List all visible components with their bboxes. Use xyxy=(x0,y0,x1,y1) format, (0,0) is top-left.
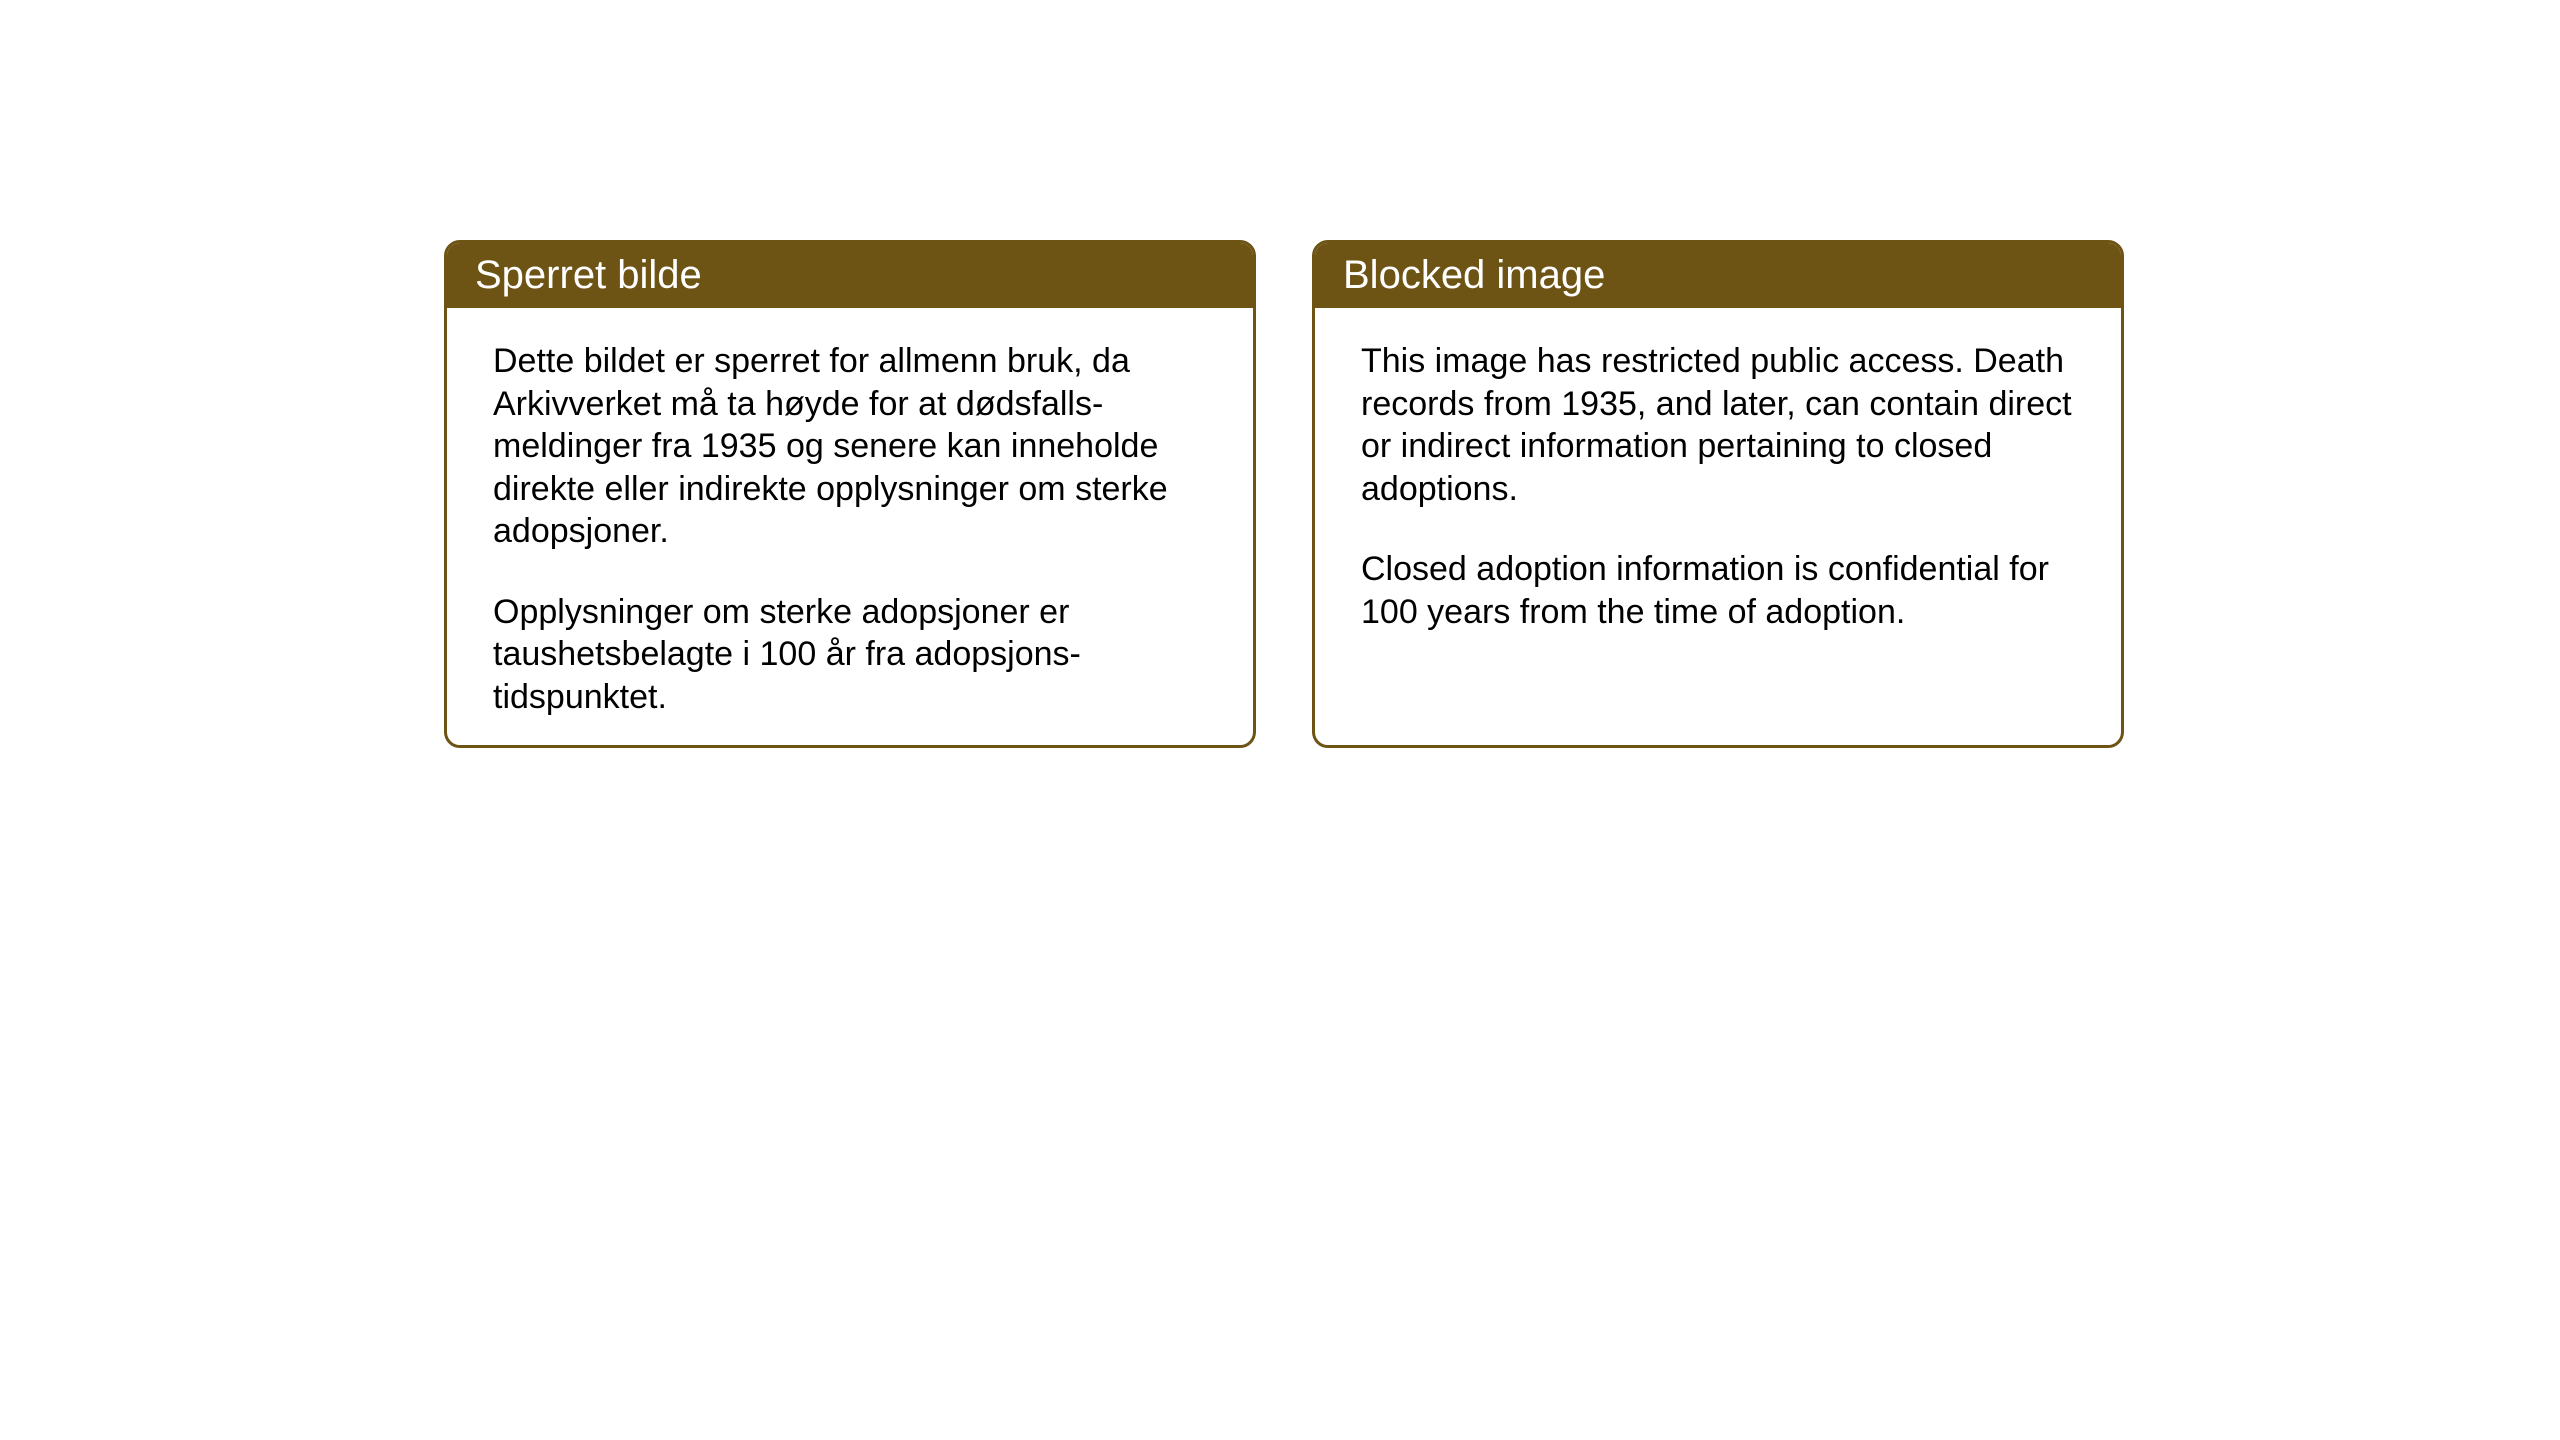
notice-header-norwegian: Sperret bilde xyxy=(447,243,1253,308)
notice-body-english: This image has restricted public access.… xyxy=(1315,308,2121,665)
notice-title-english: Blocked image xyxy=(1343,253,1605,297)
notice-body-norwegian: Dette bildet er sperret for allmenn bruk… xyxy=(447,308,1253,748)
notice-paragraph-2-norwegian: Opplysninger om sterke adopsjoner er tau… xyxy=(493,591,1207,719)
notice-paragraph-1-english: This image has restricted public access.… xyxy=(1361,340,2075,510)
notice-header-english: Blocked image xyxy=(1315,243,2121,308)
notice-paragraph-2-english: Closed adoption information is confident… xyxy=(1361,548,2075,633)
notice-box-norwegian: Sperret bilde Dette bildet er sperret fo… xyxy=(444,240,1256,748)
notice-title-norwegian: Sperret bilde xyxy=(475,253,702,297)
notice-container: Sperret bilde Dette bildet er sperret fo… xyxy=(444,240,2124,748)
notice-paragraph-1-norwegian: Dette bildet er sperret for allmenn bruk… xyxy=(493,340,1207,553)
notice-box-english: Blocked image This image has restricted … xyxy=(1312,240,2124,748)
